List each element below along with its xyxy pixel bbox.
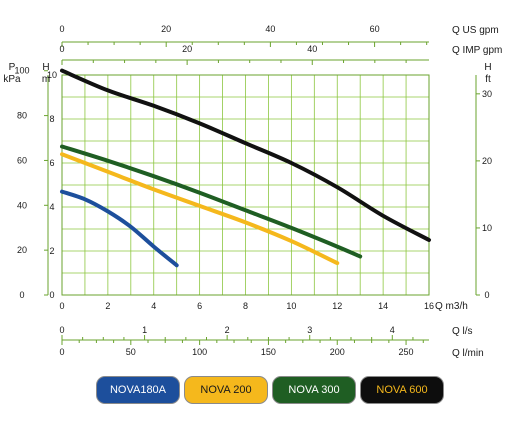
aux-tick-label-q-l-s: 0: [59, 325, 64, 335]
aux-tick-label-q-l-s: 1: [142, 325, 147, 335]
x-tick-label: 10: [286, 301, 296, 311]
aux-tick-label-q-imp-gpm: 0: [59, 44, 64, 54]
aux-tick-label-q-us-gpm: 20: [161, 24, 171, 34]
x-tick-label: 4: [151, 301, 156, 311]
ft-axis-unit: ft: [485, 74, 491, 85]
y-p-tick-label: 60: [17, 155, 27, 165]
aux-tick-label-q-imp-gpm: 40: [307, 44, 317, 54]
aux-tick-label-q-us-gpm: 60: [370, 24, 380, 34]
legend-label-nova600: NOVA 600: [376, 384, 428, 396]
legend-label-nova200: NOVA 200: [200, 384, 252, 396]
legend-label-nova300: NOVA 300: [288, 384, 340, 396]
legend-item-nova200: NOVA 200: [184, 376, 268, 404]
aux-axis-label-q-l-s: Q l/s: [452, 326, 473, 337]
y-ft-tick-label: 20: [482, 156, 492, 166]
p-axis-unit: kPa: [3, 74, 21, 85]
legend-item-nova600: NOVA 600: [360, 376, 444, 404]
aux-tick-label-q-l-min: 0: [59, 347, 64, 357]
y-h-tick-label: 10: [47, 70, 57, 80]
x-tick-label: 6: [197, 301, 202, 311]
series-line-nova180a: [60, 189, 179, 268]
x-axis-label: Q m3/h: [435, 301, 468, 312]
y-p-tick-label: 0: [19, 290, 24, 300]
y-p-tick-label: 80: [17, 111, 27, 121]
h-axis-unit: m: [42, 74, 50, 85]
x-tick-label: 14: [378, 301, 388, 311]
series-line-nova-300: [60, 144, 363, 259]
x-tick-label: 0: [59, 301, 64, 311]
aux-tick-label-q-l-min: 150: [261, 347, 276, 357]
series-line-nova-200: [60, 152, 340, 266]
aux-tick-label-q-l-s: 3: [307, 325, 312, 335]
legend-label-nova180a: NOVA180A: [109, 384, 167, 396]
aux-tick-label-q-l-s: 2: [225, 325, 230, 335]
aux-axis-label-q-l-min: Q l/min: [452, 348, 484, 359]
h-axis-label: H: [42, 62, 49, 73]
y-p-tick-label: 100: [14, 66, 29, 76]
x-tick-label: 16: [424, 301, 434, 311]
y-h-tick-label: 2: [49, 246, 54, 256]
aux-tick-label-q-us-gpm: 0: [59, 24, 64, 34]
y-h-tick-label: 0: [49, 290, 54, 300]
y-ft-tick-label: 30: [482, 89, 492, 99]
aux-axis-label-q-imp-gpm: Q IMP gpm: [452, 45, 502, 56]
aux-tick-label-q-l-min: 200: [330, 347, 345, 357]
legend-item-nova300: NOVA 300: [272, 376, 356, 404]
y-h-tick-label: 4: [49, 202, 54, 212]
x-tick-label: 12: [332, 301, 342, 311]
y-h-tick-label: 8: [49, 114, 54, 124]
ft-axis-label: H: [484, 62, 491, 73]
aux-tick-label-q-l-min: 100: [192, 347, 207, 357]
y-ft-tick-label: 0: [484, 290, 489, 300]
legend: NOVA180A NOVA 200 NOVA 300 NOVA 600: [0, 376, 512, 406]
plot-frame: [61, 74, 430, 296]
series-line-nova-600: [60, 68, 431, 242]
p-axis-label: P: [9, 62, 16, 73]
aux-axis-label-q-us-gpm: Q US gpm: [452, 25, 499, 36]
aux-tick-label-q-us-gpm: 40: [265, 24, 275, 34]
legend-item-nova180a: NOVA180A: [96, 376, 180, 404]
y-p-tick-label: 40: [17, 200, 27, 210]
y-h-tick-label: 6: [49, 158, 54, 168]
aux-tick-label-q-imp-gpm: 20: [182, 44, 192, 54]
aux-tick-label-q-l-min: 250: [399, 347, 414, 357]
aux-tick-label-q-l-s: 4: [390, 325, 395, 335]
x-tick-label: 2: [105, 301, 110, 311]
y-p-tick-label: 20: [17, 245, 27, 255]
x-tick-label: 8: [243, 301, 248, 311]
aux-tick-label-q-l-min: 50: [126, 347, 136, 357]
y-ft-tick-label: 10: [482, 223, 492, 233]
